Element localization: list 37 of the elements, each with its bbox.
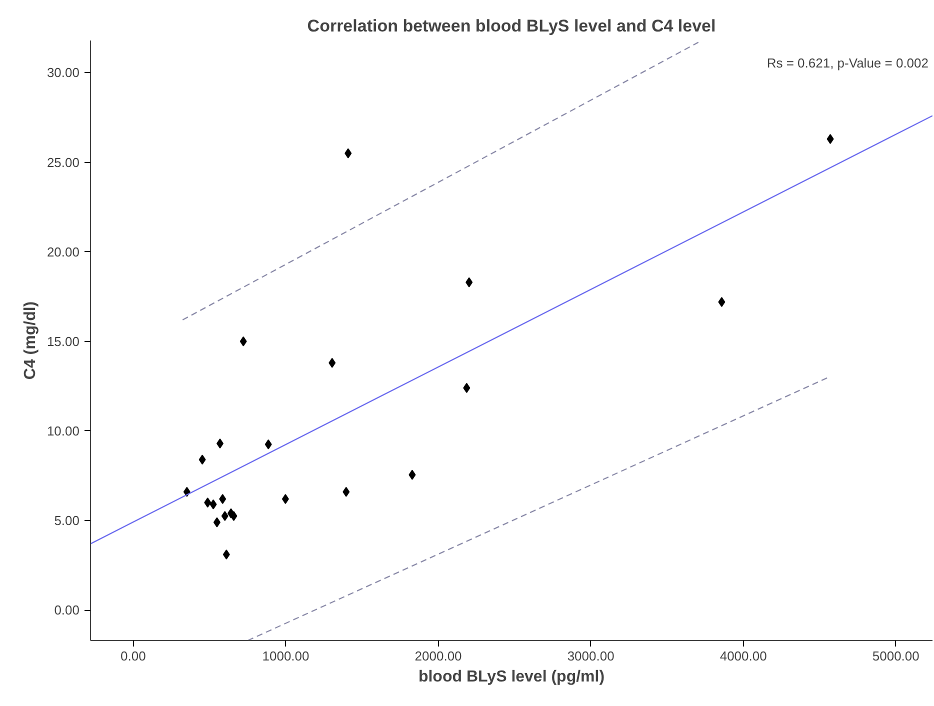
point	[222, 550, 230, 560]
y-tick-label: 30.00	[46, 65, 80, 80]
point	[230, 511, 238, 522]
point	[216, 438, 224, 448]
y-axis-title: C4 (mg/dl)	[22, 301, 39, 380]
y-tick-label: 10.00	[46, 423, 80, 438]
x-tick-label: 3000.00	[567, 648, 614, 664]
point	[408, 470, 416, 480]
y-tick-label: 5.00	[54, 513, 80, 528]
point	[219, 494, 226, 504]
annotation: Rs = 0.621, p-Value = 0.002	[766, 56, 929, 70]
x-tick-label: 2000.00	[414, 648, 462, 664]
x-tick-label: 1000.00	[262, 648, 310, 664]
point	[204, 498, 212, 508]
point	[198, 454, 206, 465]
point	[210, 499, 217, 510]
y-tick-label: 20.00	[46, 244, 80, 260]
point	[718, 296, 726, 307]
x-axis-title: blood BLyS level (pg/ml)	[418, 668, 605, 686]
x-tick-label: 4000.00	[720, 648, 767, 664]
point	[328, 358, 336, 368]
point	[213, 517, 220, 528]
point	[240, 336, 247, 346]
point	[463, 382, 470, 393]
point	[826, 134, 834, 144]
y-tick-label: 0.00	[54, 602, 80, 618]
point	[344, 148, 352, 158]
x-tick-label: 0.00	[120, 648, 146, 664]
chart-title: Correlation between blood BLyS level and C4 level	[307, 16, 716, 36]
point	[282, 494, 289, 504]
x-tick-label: 5000.00	[872, 648, 920, 664]
point	[264, 439, 272, 450]
y-tick-label: 25.00	[46, 154, 80, 170]
point	[466, 277, 473, 288]
y-tick-label: 15.00	[46, 334, 80, 349]
point	[221, 511, 228, 522]
point	[342, 486, 350, 497]
